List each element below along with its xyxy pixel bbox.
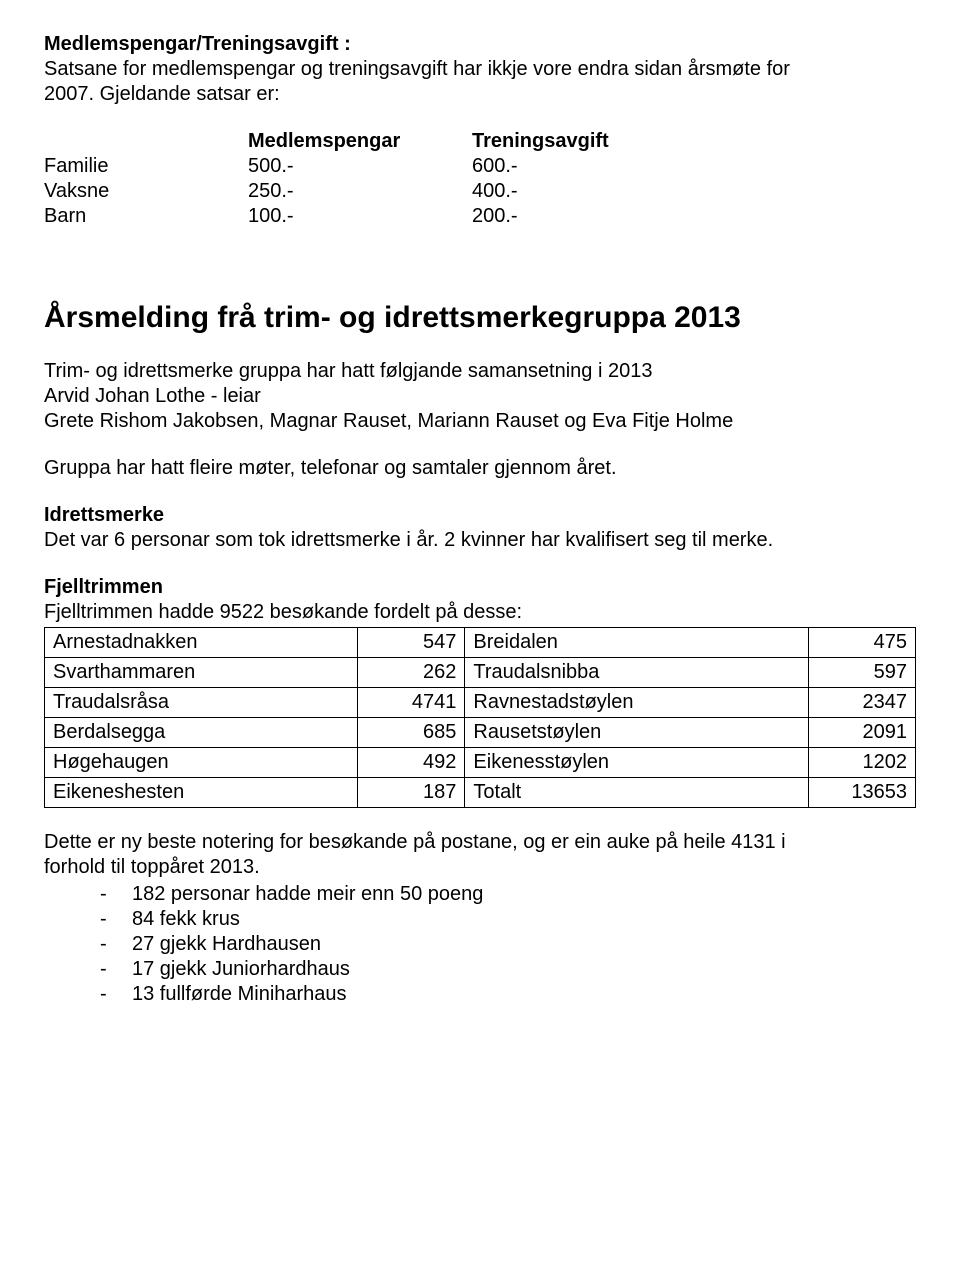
rates-table: Medlemspengar Treningsavgift Familie 500… <box>44 129 676 229</box>
rates-row-label: Barn <box>44 204 248 229</box>
arsmelding-p4: Gruppa har hatt fleire møter, telefonar … <box>44 456 916 481</box>
fjell-right-val: 1202 <box>809 747 916 777</box>
rates-row-tren: 400.- <box>472 179 676 204</box>
fjell-right-name: Eikenesstøylen <box>465 747 809 777</box>
list-item: 17 gjekk Juniorhardhaus <box>100 957 916 982</box>
arsmelding-p2: Arvid Johan Lothe - leiar <box>44 384 916 409</box>
table-row: Berdalsegga 685 Rausetstøylen 2091 <box>45 717 916 747</box>
rates-header-row: Medlemspengar Treningsavgift <box>44 129 676 154</box>
intro-line-2: Satsane for medlemspengar og treningsavg… <box>44 57 916 82</box>
fjell-left-name: Eikeneshesten <box>45 777 358 807</box>
rates-header-treningsavgift: Treningsavgift <box>472 129 676 154</box>
rates-row: Familie 500.- 600.- <box>44 154 676 179</box>
intro-line-3: 2007. Gjeldande satsar er: <box>44 82 916 107</box>
table-row: Traudalsråsa 4741 Ravnestadstøylen 2347 <box>45 687 916 717</box>
list-item: 182 personar hadde meir enn 50 poeng <box>100 882 916 907</box>
fjelltrimmen-table: Arnestadnakken 547 Breidalen 475 Svartha… <box>44 627 916 808</box>
fjell-left-val: 547 <box>358 627 465 657</box>
fjell-left-name: Berdalsegga <box>45 717 358 747</box>
intro-heading-bold: Medlemspengar/Treningsavgift : <box>44 33 351 55</box>
arsmelding-p1: Trim- og idrettsmerke gruppa har hatt fø… <box>44 359 916 384</box>
fjelltrimmen-intro: Fjelltrimmen hadde 9522 besøkande fordel… <box>44 600 916 625</box>
fjell-right-val: 13653 <box>809 777 916 807</box>
rates-row-tren: 600.- <box>472 154 676 179</box>
fjell-left-val: 262 <box>358 657 465 687</box>
intro-heading: Medlemspengar/Treningsavgift : <box>44 32 916 57</box>
rates-row-med: 100.- <box>248 204 472 229</box>
rates-row-med: 500.- <box>248 154 472 179</box>
closing-p2: forhold til toppåret 2013. <box>44 855 916 880</box>
rates-row: Vaksne 250.- 400.- <box>44 179 676 204</box>
fjell-right-val: 475 <box>809 627 916 657</box>
fjell-right-name: Totalt <box>465 777 809 807</box>
fjell-left-val: 492 <box>358 747 465 777</box>
fjell-left-name: Arnestadnakken <box>45 627 358 657</box>
closing-p1: Dette er ny beste notering for besøkande… <box>44 830 916 855</box>
table-row: Høgehaugen 492 Eikenesstøylen 1202 <box>45 747 916 777</box>
fjell-left-name: Svarthammaren <box>45 657 358 687</box>
arsmelding-heading: Årsmelding frå trim- og idrettsmerkegrup… <box>44 299 916 337</box>
fjell-right-val: 2347 <box>809 687 916 717</box>
fjell-right-name: Rausetstøylen <box>465 717 809 747</box>
fjell-left-name: Traudalsråsa <box>45 687 358 717</box>
rates-row-label: Vaksne <box>44 179 248 204</box>
rates-row-tren: 200.- <box>472 204 676 229</box>
fjell-left-name: Høgehaugen <box>45 747 358 777</box>
arsmelding-p3: Grete Rishom Jakobsen, Magnar Rauset, Ma… <box>44 409 916 434</box>
fjelltrimmen-heading: Fjelltrimmen <box>44 575 916 600</box>
rates-row-label: Familie <box>44 154 248 179</box>
rates-header-medlemspengar: Medlemspengar <box>248 129 472 154</box>
list-item: 84 fekk krus <box>100 907 916 932</box>
table-row: Eikeneshesten 187 Totalt 13653 <box>45 777 916 807</box>
closing-bullet-list: 182 personar hadde meir enn 50 poeng 84 … <box>100 882 916 1007</box>
table-row: Svarthammaren 262 Traudalsnibba 597 <box>45 657 916 687</box>
table-row: Arnestadnakken 547 Breidalen 475 <box>45 627 916 657</box>
fjell-left-val: 685 <box>358 717 465 747</box>
idrettsmerke-heading: Idrettsmerke <box>44 503 916 528</box>
fjell-right-val: 597 <box>809 657 916 687</box>
list-item: 13 fullførde Miniharhaus <box>100 982 916 1007</box>
fjell-left-val: 4741 <box>358 687 465 717</box>
rates-header-blank <box>44 129 248 154</box>
rates-row: Barn 100.- 200.- <box>44 204 676 229</box>
fjell-right-name: Breidalen <box>465 627 809 657</box>
fjell-right-val: 2091 <box>809 717 916 747</box>
rates-row-med: 250.- <box>248 179 472 204</box>
fjell-right-name: Traudalsnibba <box>465 657 809 687</box>
idrettsmerke-text: Det var 6 personar som tok idrettsmerke … <box>44 528 916 553</box>
list-item: 27 gjekk Hardhausen <box>100 932 916 957</box>
fjell-left-val: 187 <box>358 777 465 807</box>
fjell-right-name: Ravnestadstøylen <box>465 687 809 717</box>
